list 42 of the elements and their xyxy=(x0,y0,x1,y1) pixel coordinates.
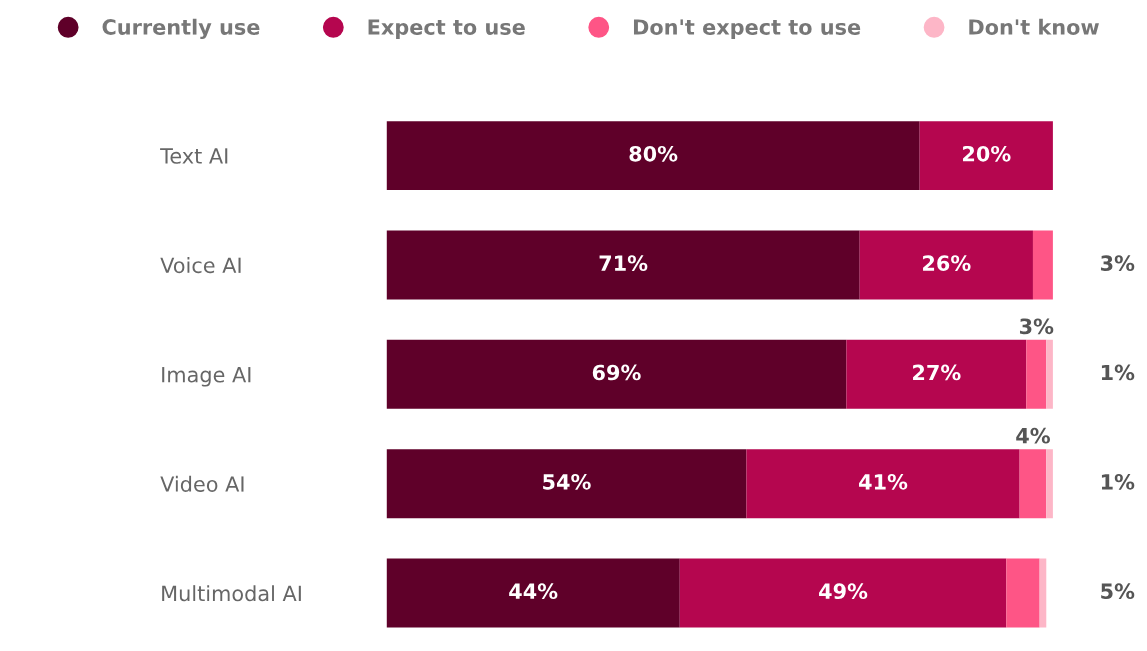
bar xyxy=(1026,339,1047,409)
data-label: 3% xyxy=(1019,318,1054,335)
bar xyxy=(1006,558,1040,628)
bar xyxy=(746,449,1020,519)
bar xyxy=(386,558,680,628)
y-tick-label: Text AI xyxy=(160,148,228,164)
bar xyxy=(386,339,847,409)
data-label: 4% xyxy=(1016,427,1050,444)
bar xyxy=(1046,449,1053,519)
data-label: 1% xyxy=(1101,473,1135,490)
data-label: 44% xyxy=(509,583,558,600)
data-label: 49% xyxy=(819,583,868,600)
bar xyxy=(1032,230,1053,300)
data-label: 5% xyxy=(1101,583,1135,600)
legend-label: Expect to use xyxy=(368,19,525,39)
bar xyxy=(1019,449,1047,519)
bar xyxy=(386,449,747,519)
legend-label: Don't expect to use xyxy=(633,19,861,39)
data-label: 71% xyxy=(599,255,648,271)
data-label: 69% xyxy=(592,364,641,381)
data-label: 27% xyxy=(913,364,961,381)
data-label: 80% xyxy=(629,145,678,162)
bar xyxy=(386,121,920,191)
data-label: 26% xyxy=(923,255,971,271)
y-tick-label: Multimodal AI xyxy=(162,585,301,602)
data-label: 54% xyxy=(543,473,591,490)
bar xyxy=(859,230,1033,300)
data-label: 20% xyxy=(963,145,1011,162)
bar xyxy=(679,558,1007,628)
bar xyxy=(1039,558,1047,628)
data-label: 3% xyxy=(1100,255,1135,271)
y-tick-label: Voice AI xyxy=(160,257,241,274)
y-tick-label: Image AI xyxy=(162,367,251,387)
bar xyxy=(1046,339,1053,409)
data-label: 1% xyxy=(1101,364,1135,381)
data-label: 41% xyxy=(859,473,908,490)
bar xyxy=(386,230,860,300)
y-tick-label: Video AI xyxy=(160,475,244,492)
bar xyxy=(846,339,1027,409)
legend-label: Currently use xyxy=(102,18,260,40)
bar xyxy=(919,121,1053,191)
legend-label: Don't know xyxy=(969,18,1099,35)
